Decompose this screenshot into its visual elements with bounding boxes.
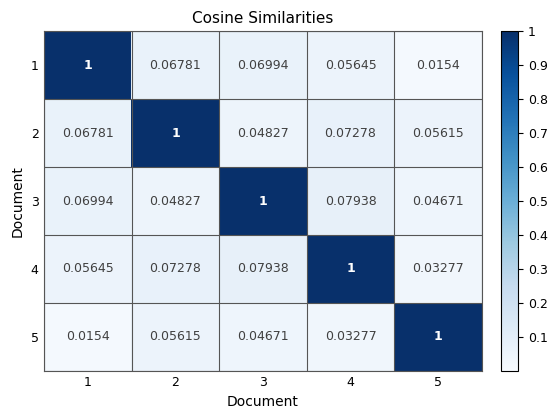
Text: 0.06781: 0.06781 bbox=[62, 127, 114, 140]
Text: 0.07278: 0.07278 bbox=[150, 262, 202, 276]
Text: 0.05645: 0.05645 bbox=[325, 59, 376, 72]
Text: 0.07278: 0.07278 bbox=[325, 127, 376, 140]
Text: 0.04827: 0.04827 bbox=[150, 194, 202, 207]
Text: 0.0154: 0.0154 bbox=[66, 331, 110, 343]
Text: 0.07938: 0.07938 bbox=[325, 194, 376, 207]
Text: 1: 1 bbox=[83, 59, 92, 72]
Text: 1: 1 bbox=[433, 331, 442, 343]
Text: 0.05615: 0.05615 bbox=[412, 127, 464, 140]
Text: 1: 1 bbox=[259, 194, 267, 207]
Text: 0.03277: 0.03277 bbox=[325, 331, 376, 343]
Text: 0.06781: 0.06781 bbox=[150, 59, 202, 72]
Text: 0.06994: 0.06994 bbox=[237, 59, 289, 72]
Text: 0.04671: 0.04671 bbox=[237, 331, 289, 343]
Text: 0.07938: 0.07938 bbox=[237, 262, 289, 276]
Text: 0.0154: 0.0154 bbox=[416, 59, 460, 72]
Title: Cosine Similarities: Cosine Similarities bbox=[192, 11, 334, 26]
Y-axis label: Document: Document bbox=[11, 165, 25, 237]
Text: 0.05645: 0.05645 bbox=[62, 262, 114, 276]
Text: 0.03277: 0.03277 bbox=[412, 262, 464, 276]
Text: 0.05615: 0.05615 bbox=[150, 331, 202, 343]
X-axis label: Document: Document bbox=[227, 395, 299, 409]
Text: 0.06994: 0.06994 bbox=[62, 194, 114, 207]
Text: 0.04671: 0.04671 bbox=[412, 194, 464, 207]
Text: 0.04827: 0.04827 bbox=[237, 127, 289, 140]
Text: 1: 1 bbox=[171, 127, 180, 140]
Text: 1: 1 bbox=[346, 262, 355, 276]
